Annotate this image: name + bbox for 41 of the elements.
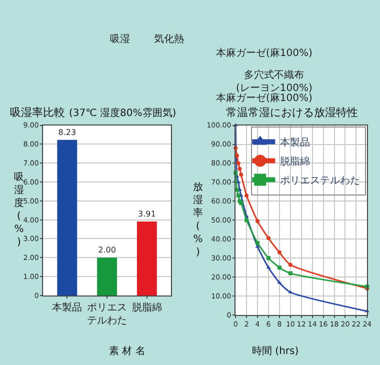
legend-label: 脱脂綿 [280, 156, 310, 168]
point [236, 193, 240, 198]
point [256, 240, 260, 245]
bar [136, 222, 157, 296]
point [256, 219, 260, 224]
point [288, 262, 292, 267]
data-label: 2.00 [98, 246, 116, 255]
data-label: 3.91 [138, 210, 156, 219]
x-tick-label: 本製品 [52, 301, 82, 314]
text: 本麻ガーゼ(麻100%) [216, 92, 312, 104]
point [277, 280, 282, 284]
point [236, 161, 240, 166]
data-label: 8.23 [58, 128, 76, 137]
bar [57, 140, 78, 296]
text: 吸湿 [110, 33, 130, 45]
point [266, 256, 270, 260]
point [266, 266, 271, 269]
point [277, 250, 282, 254]
point [277, 266, 282, 270]
point [239, 172, 244, 177]
chart-subtitle: (37℃ 湿度80%雰囲気) [69, 107, 176, 119]
text: 多穴式不織布 (レーヨン100%) [236, 69, 312, 94]
legend-label: ポリエステルわた [280, 176, 360, 187]
point [244, 218, 249, 222]
bar [97, 258, 117, 296]
x-tick-label: 脱脂綿 [132, 301, 162, 314]
point [288, 290, 293, 294]
y-axis-title: 放湿率(%) [193, 182, 203, 258]
point [238, 166, 242, 171]
legend-label: 本製品 [280, 136, 310, 149]
chart-title: 吸湿率比較 [10, 106, 65, 119]
y-axis-title: 吸湿度(%) [14, 172, 24, 248]
x-axis-title: 時間 (hrs) [252, 345, 299, 357]
x-axis-title: 素 材 名 [109, 345, 146, 357]
point [288, 271, 292, 276]
point [244, 193, 249, 198]
x-tick-label: ポリエステルわた [87, 302, 128, 326]
chart-title: 常温常湿における放湿特性 [226, 106, 358, 119]
text: 気化熱 [154, 33, 184, 45]
point [266, 236, 270, 240]
text: 本麻ガーゼ(麻100%) [216, 47, 312, 59]
